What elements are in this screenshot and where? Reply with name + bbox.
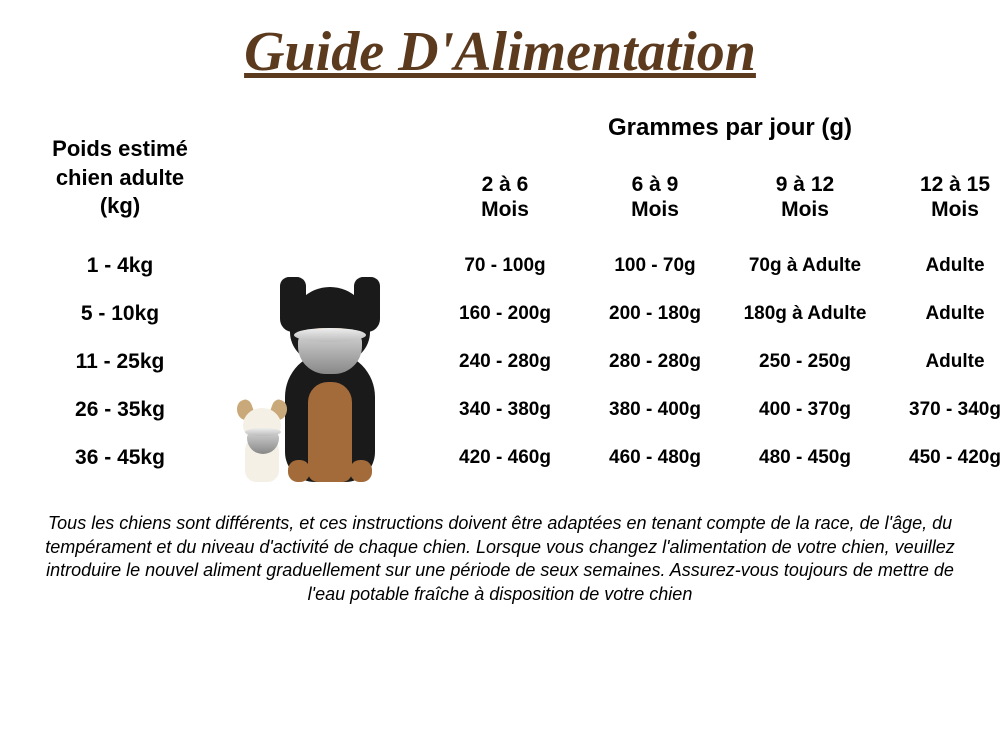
row-label-4: 36 - 45kg — [30, 434, 210, 482]
cell-1-1: 200 - 180g — [580, 291, 730, 337]
header-month-0: 2 à 6Mois — [430, 162, 580, 242]
cell-3-3: 370 - 340g — [880, 387, 1000, 433]
cell-0-2: 70g à Adulte — [730, 243, 880, 289]
cell-3-0: 340 - 380g — [430, 387, 580, 433]
cell-4-0: 420 - 460g — [430, 435, 580, 481]
cell-0-1: 100 - 70g — [580, 243, 730, 289]
cell-3-2: 400 - 370g — [730, 387, 880, 433]
header-month-1: 6 à 9Mois — [580, 162, 730, 242]
row-label-0: 1 - 4kg — [30, 242, 210, 290]
row-label-2: 11 - 25kg — [30, 338, 210, 386]
header-month-2: 9 à 12Mois — [730, 162, 880, 242]
disclaimer-text: Tous les chiens sont différents, et ces … — [40, 512, 960, 606]
cell-3-1: 380 - 400g — [580, 387, 730, 433]
row-label-1: 5 - 10kg — [30, 290, 210, 338]
cell-4-3: 450 - 420g — [880, 435, 1000, 481]
cell-0-3: Adulte — [880, 243, 1000, 289]
cell-2-2: 250 - 250g — [730, 339, 880, 385]
cell-2-3: Adulte — [880, 339, 1000, 385]
row-label-3: 26 - 35kg — [30, 386, 210, 434]
cell-0-0: 70 - 100g — [430, 243, 580, 289]
page-title: Guide D'Alimentation — [30, 20, 970, 84]
header-month-3: 12 à 15Mois — [880, 162, 1000, 242]
cell-1-0: 160 - 200g — [430, 291, 580, 337]
feeding-table: Poids estiméchien adulte(kg) Grammes par… — [30, 114, 970, 482]
cell-1-3: Adulte — [880, 291, 1000, 337]
cell-2-1: 280 - 280g — [580, 339, 730, 385]
header-grammes: Grammes par jour (g) — [430, 114, 1000, 162]
cell-1-2: 180g à Adulte — [730, 291, 880, 337]
cell-4-2: 480 - 450g — [730, 435, 880, 481]
cell-2-0: 240 - 280g — [430, 339, 580, 385]
cell-4-1: 460 - 480g — [580, 435, 730, 481]
dog-illustration — [210, 242, 430, 482]
header-weight: Poids estiméchien adulte(kg) — [30, 135, 210, 221]
